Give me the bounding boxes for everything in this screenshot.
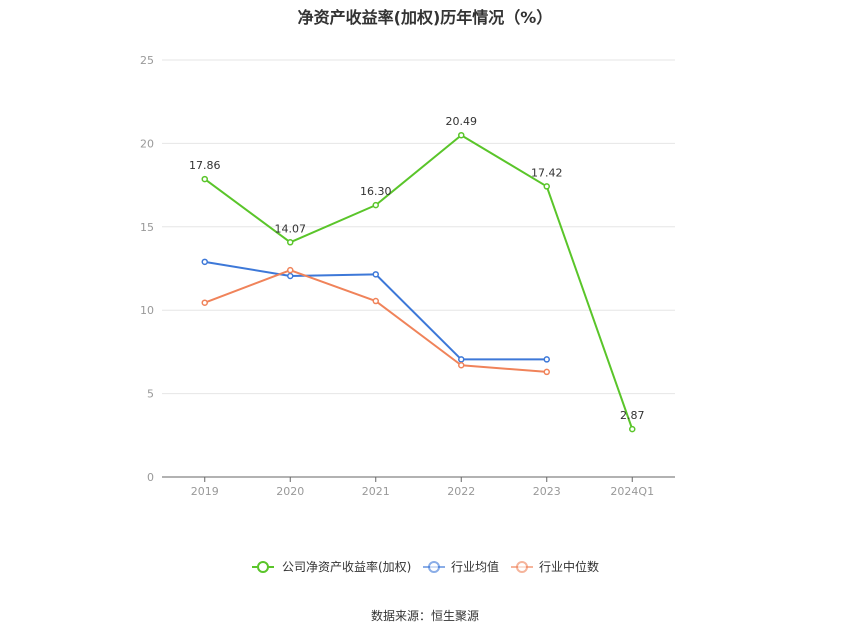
- legend-marker: [516, 561, 528, 573]
- data-label: 14.07: [275, 222, 307, 235]
- data-label: 20.49: [446, 115, 478, 128]
- data-point: [458, 356, 465, 363]
- data-point: [629, 425, 636, 433]
- legend-item: 行业中位数: [511, 559, 599, 574]
- x-tick-label: 2019: [191, 485, 219, 498]
- data-point: [543, 368, 550, 376]
- y-tick-label: 25: [140, 54, 154, 67]
- data-source: 数据来源：恒生聚源: [370, 609, 479, 623]
- data-point: [201, 258, 208, 266]
- y-tick-label: 0: [147, 471, 154, 484]
- legend-item: 行业均值: [423, 559, 499, 574]
- chart-title: 净资产收益率(加权)历年情况（%）: [297, 8, 553, 27]
- y-tick-label: 20: [140, 137, 154, 150]
- data-point: [543, 183, 550, 190]
- x-tick-label: 2020: [276, 485, 304, 498]
- data-point: [372, 297, 379, 305]
- y-tick-label: 5: [147, 388, 154, 401]
- data-point: [458, 361, 465, 369]
- x-tick-label: 2023: [533, 485, 561, 498]
- data-point: [372, 201, 379, 209]
- data-point: [287, 239, 294, 246]
- x-tick-label: 2022: [447, 485, 475, 498]
- legend-label: 行业中位数: [539, 559, 599, 574]
- y-tick-label: 10: [140, 304, 154, 317]
- legend-label: 公司净资产收益率(加权): [282, 559, 411, 574]
- data-label: 17.86: [189, 159, 221, 172]
- data-point: [287, 266, 294, 274]
- data-label: 2.87: [620, 409, 645, 422]
- data-point: [201, 175, 208, 183]
- series-line-2: [204, 269, 547, 373]
- data-point: [372, 271, 379, 278]
- data-label: 16.30: [360, 185, 392, 198]
- data-point: [543, 356, 550, 363]
- legend-label: 行业均值: [451, 559, 499, 574]
- data-point: [287, 272, 294, 280]
- legend-marker: [257, 561, 269, 573]
- legend-marker: [428, 561, 440, 573]
- x-tick-label: 2021: [362, 485, 390, 498]
- x-tick-label: 2024Q1: [610, 485, 654, 498]
- data-point: [458, 131, 465, 139]
- data-point: [201, 299, 208, 306]
- legend-item: 公司净资产收益率(加权): [252, 559, 411, 574]
- y-tick-label: 15: [140, 221, 154, 234]
- data-label: 17.42: [531, 166, 563, 179]
- series-line-0: [204, 134, 634, 430]
